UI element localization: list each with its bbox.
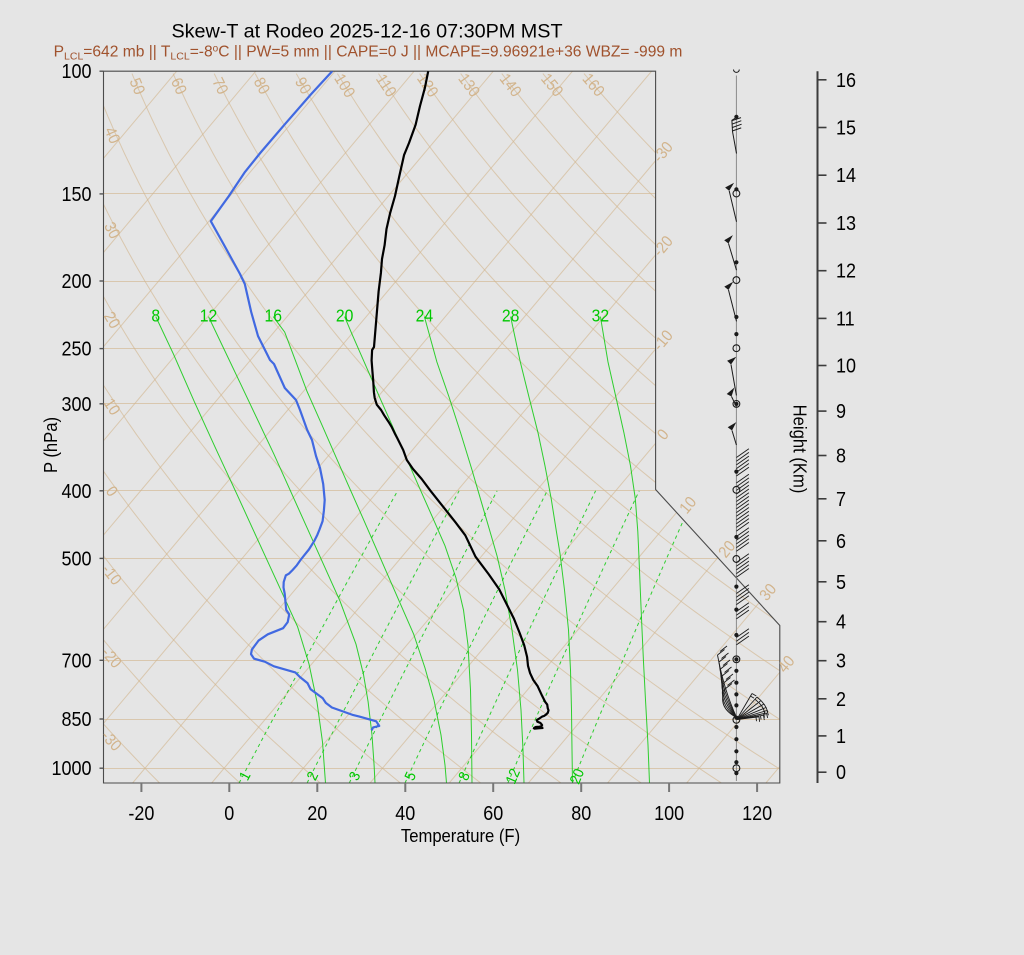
svg-text:120: 120 xyxy=(742,803,772,825)
svg-text:50: 50 xyxy=(125,76,148,98)
svg-text:Skew-T at Rodeo 2025-12-16 07:: Skew-T at Rodeo 2025-12-16 07:30PM MST xyxy=(171,21,562,43)
svg-text:9: 9 xyxy=(836,401,846,423)
svg-text:70: 70 xyxy=(208,75,231,98)
svg-text:6: 6 xyxy=(836,531,846,553)
svg-text:8: 8 xyxy=(151,306,160,326)
svg-text:40: 40 xyxy=(395,803,415,825)
svg-text:20: 20 xyxy=(567,766,588,786)
svg-text:16: 16 xyxy=(836,70,856,92)
svg-text:12: 12 xyxy=(836,261,856,283)
svg-text:60: 60 xyxy=(167,75,190,97)
svg-text:150: 150 xyxy=(61,184,91,206)
svg-text:5: 5 xyxy=(836,572,846,594)
svg-text:P (hPa): P (hPa) xyxy=(40,417,61,473)
svg-text:0: 0 xyxy=(836,762,846,784)
svg-text:250: 250 xyxy=(61,339,91,361)
svg-text:Temperature (F): Temperature (F) xyxy=(401,825,520,846)
svg-text:Height (Km): Height (Km) xyxy=(789,405,810,494)
svg-text:30: 30 xyxy=(100,219,123,242)
svg-text:-20: -20 xyxy=(128,803,154,825)
svg-text:12: 12 xyxy=(200,306,218,326)
svg-text:500: 500 xyxy=(61,549,91,571)
svg-text:20: 20 xyxy=(307,803,327,825)
svg-text:200: 200 xyxy=(61,271,91,293)
svg-text:16: 16 xyxy=(264,306,282,326)
svg-text:80: 80 xyxy=(571,803,591,825)
svg-text:80: 80 xyxy=(250,75,273,98)
svg-text:3: 3 xyxy=(836,651,846,673)
svg-text:850: 850 xyxy=(61,709,91,731)
svg-text:8: 8 xyxy=(836,446,846,468)
svg-text:15: 15 xyxy=(836,118,856,140)
svg-text:0: 0 xyxy=(224,803,234,825)
svg-text:40: 40 xyxy=(100,124,123,146)
svg-text:11: 11 xyxy=(836,309,855,331)
svg-text:60: 60 xyxy=(483,803,503,825)
svg-text:300: 300 xyxy=(61,394,91,416)
svg-text:10: 10 xyxy=(836,356,856,378)
svg-text:20: 20 xyxy=(336,306,354,326)
svg-text:13: 13 xyxy=(836,213,856,235)
svg-text:100: 100 xyxy=(61,61,91,83)
svg-text:28: 28 xyxy=(502,306,520,326)
svg-text:20: 20 xyxy=(100,309,124,332)
svg-text:14: 14 xyxy=(836,165,856,187)
svg-text:4: 4 xyxy=(836,612,846,634)
svg-text:90: 90 xyxy=(291,75,315,98)
svg-text:PLCL=642 mb || TLCL=-8oC || PW: PLCL=642 mb || TLCL=-8oC || PW=5 mm || C… xyxy=(54,44,683,63)
svg-text:1: 1 xyxy=(836,726,846,748)
svg-text:24: 24 xyxy=(416,306,434,326)
svg-text:700: 700 xyxy=(61,650,91,672)
svg-text:400: 400 xyxy=(61,481,91,503)
svg-text:12: 12 xyxy=(503,766,524,786)
svg-text:1000: 1000 xyxy=(51,758,91,780)
svg-text:2: 2 xyxy=(836,689,846,711)
svg-text:7: 7 xyxy=(836,489,846,511)
svg-text:100: 100 xyxy=(654,803,684,825)
svg-text:32: 32 xyxy=(592,306,610,326)
